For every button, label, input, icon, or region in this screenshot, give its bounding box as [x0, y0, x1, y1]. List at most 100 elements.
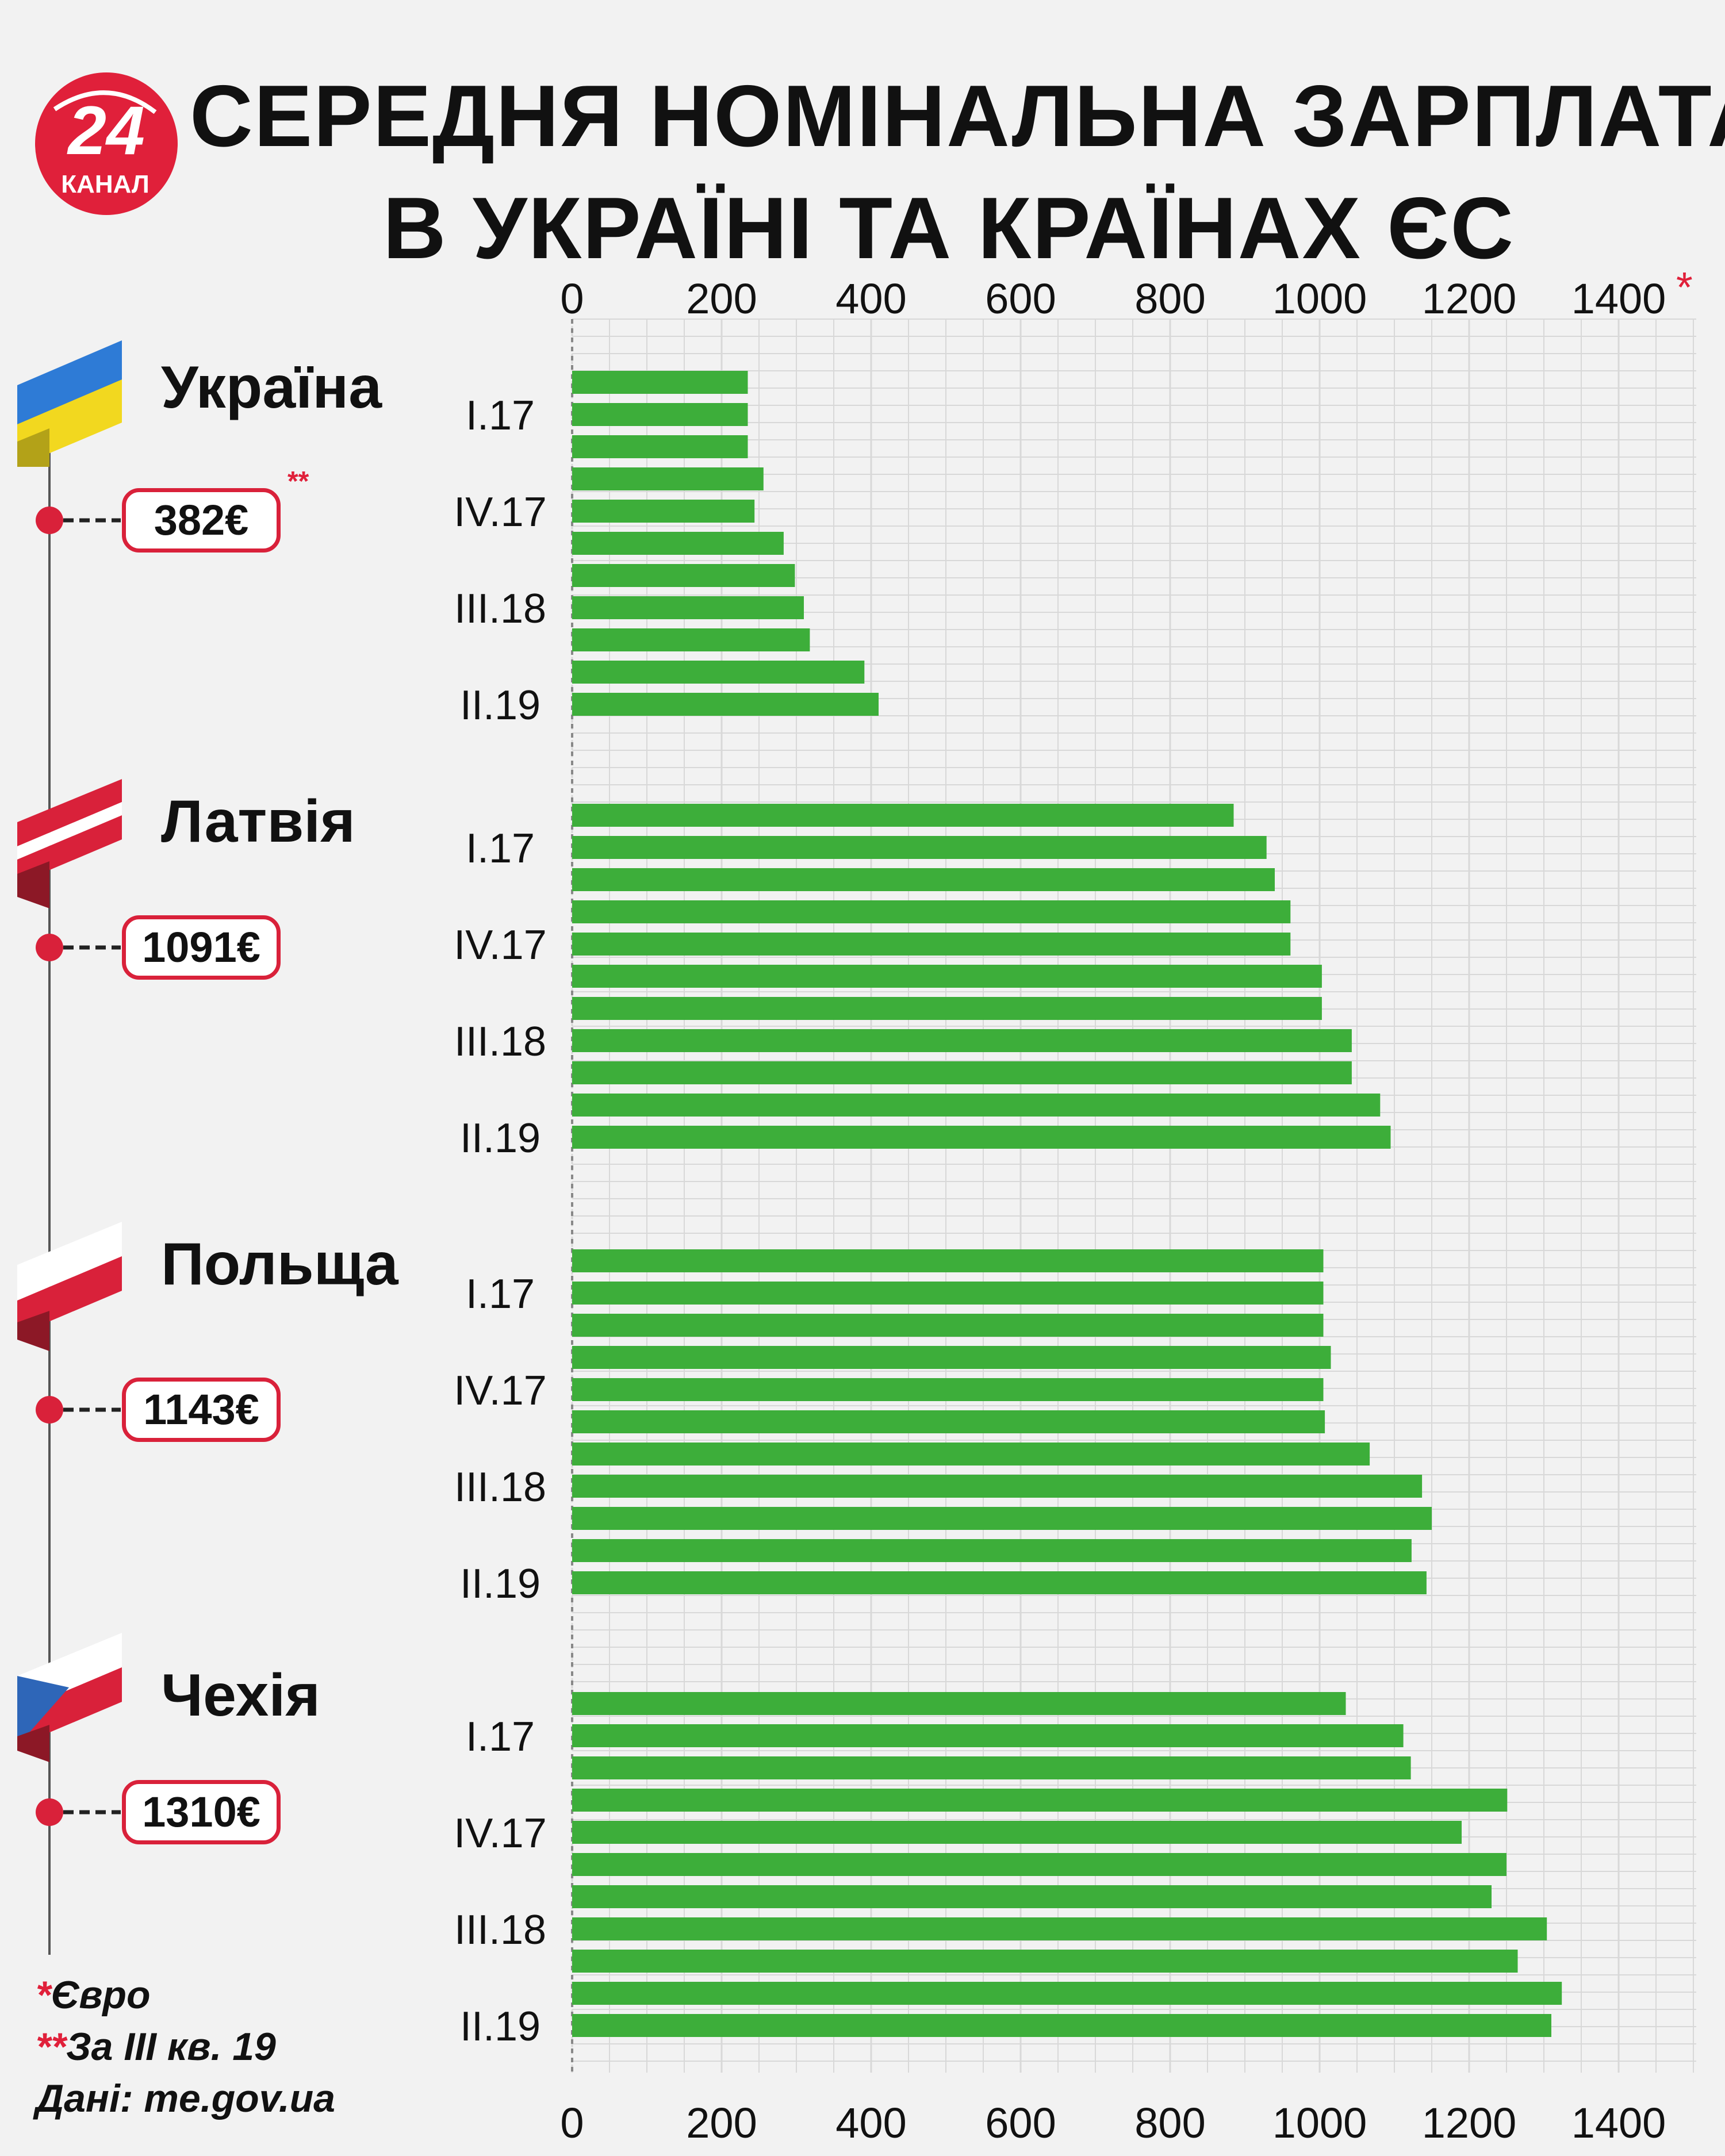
pill-connector-latvia [36, 934, 121, 961]
quarter-label: IV.17 [454, 1810, 547, 1856]
footnotes: *Євро **За ІІІ кв. 19 Дані: me.gov.ua [36, 1969, 335, 2124]
bar-2-8 [572, 1029, 1352, 1052]
x-tick-label-top: 400 [835, 275, 906, 323]
country-name-poland: Польща [161, 1231, 398, 1298]
bar-2-5 [572, 933, 1291, 956]
bar-1-1 [572, 371, 748, 394]
x-tick-label-bottom: 0 [560, 2099, 584, 2147]
bar-3-10 [572, 1539, 1412, 1562]
quarter-label: I.17 [466, 1714, 535, 1760]
quarter-label: II.19 [460, 1115, 540, 1161]
quarter-label: I.17 [466, 393, 535, 439]
bar-2-1 [572, 804, 1234, 827]
bar-1-7 [572, 564, 795, 587]
bar-4-10 [572, 1982, 1562, 2005]
country-name-czech: Чехія [161, 1662, 320, 1729]
bar-3-5 [572, 1378, 1324, 1401]
quarter-label: II.19 [460, 1561, 540, 1607]
bar-3-6 [572, 1410, 1325, 1433]
bar-4-2 [572, 1724, 1404, 1747]
x-tick-label-top: 1200 [1422, 275, 1517, 323]
quarter-label: III.18 [454, 1464, 546, 1510]
x-tick-label-bottom: 800 [1134, 2099, 1205, 2147]
czech-flag-icon [17, 1633, 122, 1762]
x-tick-label-bottom: 1200 [1422, 2099, 1517, 2147]
bar-1-5 [572, 500, 755, 523]
bar-1-8 [572, 596, 804, 619]
pill-connector-ukraine [36, 507, 121, 534]
logo-name: КАНАЛ [61, 170, 150, 198]
bar-2-11 [572, 1126, 1391, 1149]
bar-4-7 [572, 1885, 1492, 1908]
bar-4-8 [572, 1917, 1547, 1940]
x-tick-label-bottom: 1400 [1571, 2099, 1666, 2147]
bar-2-3 [572, 868, 1275, 891]
quarter-label: III.18 [454, 1907, 546, 1953]
bar-3-8 [572, 1475, 1423, 1498]
x-tick-label-top: 200 [686, 275, 757, 323]
bar-1-11 [572, 693, 879, 716]
bar-1-10 [572, 661, 865, 684]
x-tick-label-top: 600 [985, 275, 1056, 323]
salary-pill-latvia: 1091€ [122, 915, 281, 980]
bar-1-6 [572, 532, 784, 555]
pill-footnote-marker: ** [288, 466, 309, 497]
x-tick-label-bottom: 600 [985, 2099, 1056, 2147]
quarter-label: IV.17 [454, 489, 547, 535]
quarter-label: II.19 [460, 682, 540, 728]
footnote-euro: *Євро [36, 1973, 151, 2017]
quarter-label: IV.17 [454, 1368, 547, 1414]
quarter-label: II.19 [460, 2004, 540, 2050]
bar-3-9 [572, 1507, 1432, 1530]
timeline [17, 340, 122, 1955]
bar-4-9 [572, 1950, 1518, 1973]
axis-unit-marker: * [1676, 263, 1693, 311]
quarter-label: III.18 [454, 1019, 546, 1065]
bar-3-2 [572, 1282, 1324, 1305]
x-tick-label-top: 800 [1134, 275, 1205, 323]
quarter-label: IV.17 [454, 922, 547, 968]
bar-1-4 [572, 467, 764, 490]
bar-2-9 [572, 1061, 1352, 1084]
bar-4-1 [572, 1692, 1346, 1715]
bar-4-5 [572, 1821, 1462, 1844]
bar-2-6 [572, 965, 1322, 988]
country-name-ukraine: Україна [161, 354, 382, 421]
bar-3-1 [572, 1249, 1324, 1272]
poland-flag-icon [17, 1222, 122, 1351]
bar-4-11 [572, 2014, 1551, 2037]
bar-3-4 [572, 1346, 1331, 1369]
x-tick-label-bottom: 400 [835, 2099, 906, 2147]
footnote-quarter: **За ІІІ кв. 19 [36, 2025, 276, 2069]
x-tick-label-bottom: 200 [686, 2099, 757, 2147]
x-tick-label-top: 1400 [1571, 275, 1666, 323]
bar-3-7 [572, 1443, 1370, 1466]
latvia-flag-icon [17, 779, 122, 908]
quarter-label: I.17 [466, 1271, 535, 1317]
bar-2-2 [572, 836, 1267, 859]
x-tick-label-bottom: 1000 [1272, 2099, 1367, 2147]
bar-2-4 [572, 900, 1291, 923]
bar-2-7 [572, 997, 1322, 1020]
title-line-1: СЕРЕДНЯ НОМІНАЛЬНА ЗАРПЛАТА [190, 67, 1725, 165]
salary-pill-czech: 1310€ [122, 1780, 281, 1844]
bar-2-10 [572, 1094, 1381, 1117]
bar-1-3 [572, 435, 748, 458]
country-name-latvia: Латвія [161, 788, 355, 855]
quarter-label: I.17 [466, 826, 535, 872]
x-tick-label-top: 1000 [1272, 275, 1367, 323]
bar-1-2 [572, 403, 748, 426]
bar-4-3 [572, 1756, 1411, 1779]
salary-pill-ukraine: 382€ [122, 488, 281, 553]
bar-3-11 [572, 1571, 1427, 1594]
x-tick-label-top: 0 [560, 275, 584, 323]
footnote-source: Дані: me.gov.ua [36, 2077, 335, 2120]
salary-pill-poland: 1143€ [122, 1378, 281, 1442]
quarter-label: III.18 [454, 586, 546, 632]
bar-1-9 [572, 628, 810, 651]
pill-connector-czech [36, 1798, 121, 1826]
bar-3-3 [572, 1314, 1324, 1337]
bar-4-4 [572, 1789, 1508, 1812]
channel-24-logo: 24 КАНАЛ [35, 72, 178, 215]
